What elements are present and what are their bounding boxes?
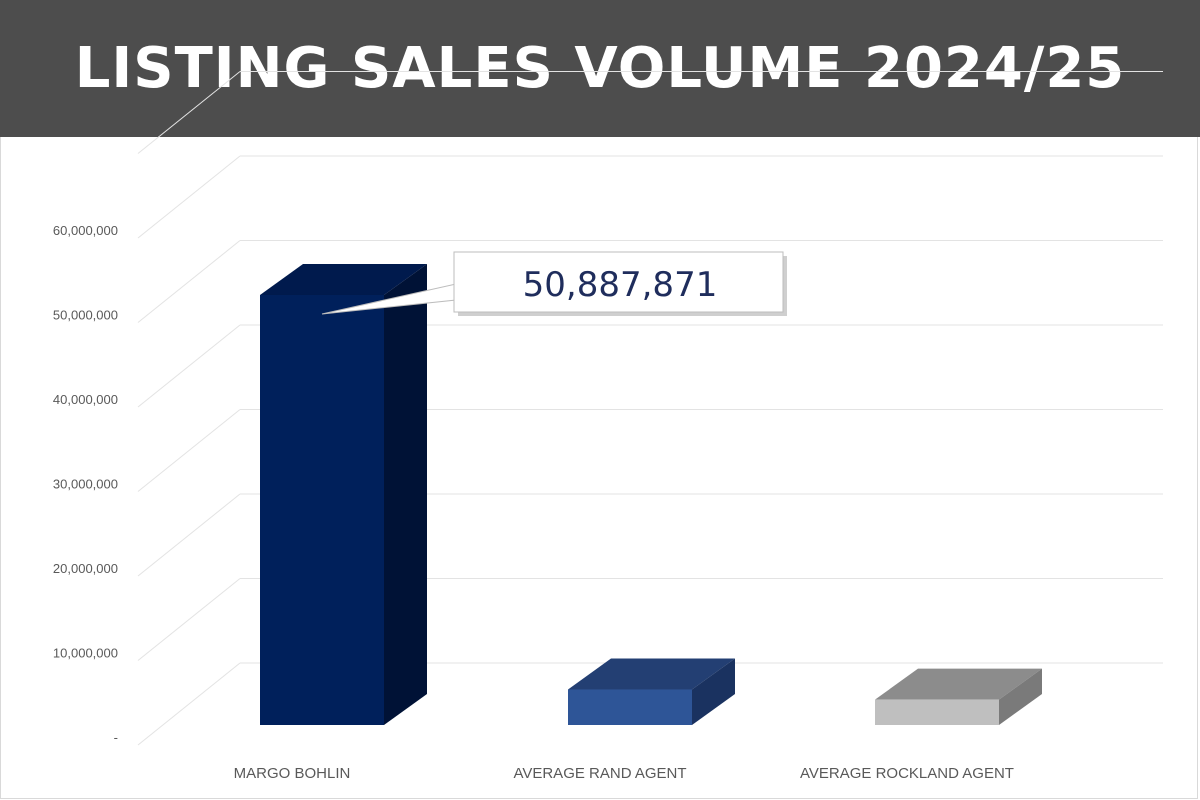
- x-tick-label: AVERAGE RAND AGENT: [513, 765, 686, 782]
- chart-frame: [0, 137, 1198, 799]
- y-tick-label: 20,000,000: [53, 561, 118, 576]
- gridline-diagonal: [137, 155, 241, 239]
- y-axis-ticks: - 10,000,000 20,000,000 30,000,000 40,000,00…: [53, 223, 118, 745]
- y-tick-label: -: [114, 730, 118, 745]
- y-tick-label: 30,000,000: [53, 477, 118, 492]
- bar-front: [875, 699, 999, 725]
- bar-margo-bohlin: [260, 263, 427, 725]
- y-tick-label: 60,000,000: [53, 223, 118, 238]
- bar-side: [999, 668, 1042, 725]
- bar-side: [384, 263, 427, 725]
- callout-joint: [455, 285, 458, 299]
- gridline-diagonal: [137, 662, 241, 746]
- x-tick-label: MARGO BOHLIN: [234, 765, 351, 782]
- bars: [260, 263, 1042, 725]
- gridline-diagonal: [137, 240, 241, 323]
- gridline-diagonal: [137, 324, 241, 408]
- y-tick-label: 40,000,000: [53, 392, 118, 407]
- bar-top: [568, 658, 735, 690]
- bar-average-rand-agent: [568, 658, 735, 725]
- y-tick-label: 50,000,000: [53, 308, 118, 323]
- bar-top: [875, 668, 1042, 700]
- data-label-callout: 50,887,871: [321, 251, 787, 316]
- gridline-diagonal: [137, 71, 241, 154]
- x-axis-labels: MARGO BOHLIN AVERAGE RAND AGENT AVERAGE RO…: [234, 765, 1014, 782]
- gridline-diagonal: [137, 578, 241, 661]
- bar-front: [568, 689, 692, 725]
- gridline-diagonal: [137, 409, 241, 492]
- data-label: 50,887,871: [523, 265, 718, 305]
- bar-top: [260, 263, 427, 295]
- chart-title: LISTING SALES VOLUME 2024/25: [74, 36, 1126, 101]
- y-tick-label: 10,000,000: [53, 646, 118, 661]
- title-banner: LISTING SALES VOLUME 2024/25: [0, 0, 1200, 137]
- gridline-diagonal: [137, 493, 241, 577]
- callout-box: [453, 251, 784, 313]
- x-tick-label: AVERAGE ROCKLAND AGENT: [800, 765, 1014, 782]
- bar-side: [692, 658, 735, 725]
- bar-average-rockland-agent: [875, 668, 1042, 725]
- bar-front: [260, 294, 384, 725]
